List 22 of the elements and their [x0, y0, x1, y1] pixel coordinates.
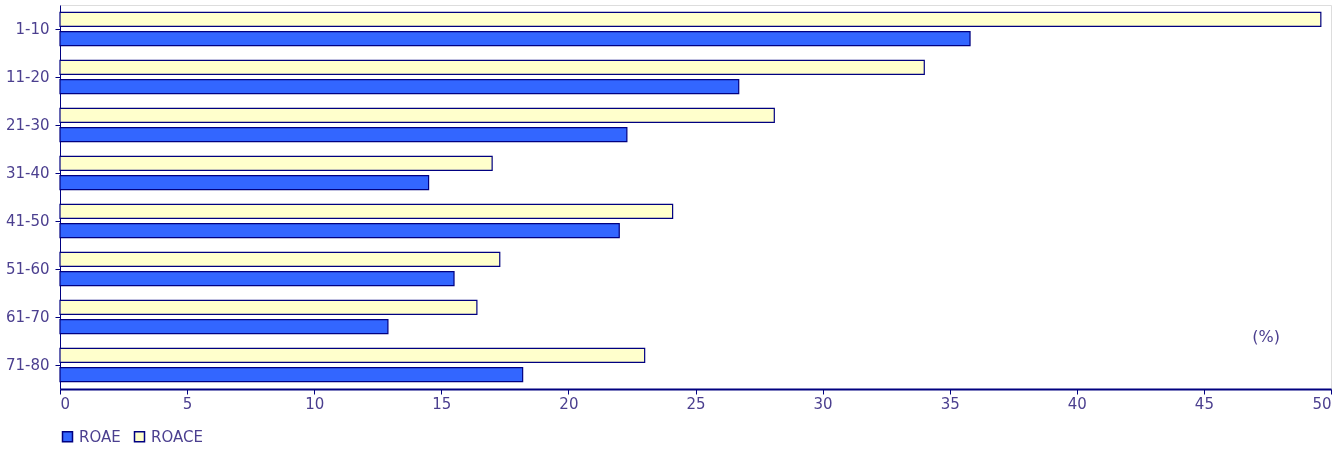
y-tick-label: 11-20	[5, 68, 50, 86]
x-tick-label: 15	[432, 394, 452, 413]
y-tick-label: 21-30	[5, 116, 50, 134]
legend-label: ROAE	[79, 427, 121, 446]
x-tick-label: 45	[1194, 394, 1214, 413]
x-tick-label: 20	[559, 394, 579, 413]
y-tick-label: 1-10	[15, 20, 50, 38]
y-tick-label: 41-50	[5, 212, 50, 230]
annotation: (%)	[1252, 327, 1280, 346]
x-tick-label: 40	[1067, 394, 1087, 413]
y-tick-label: 61-70	[5, 308, 50, 326]
y-tick-label: 51-60	[5, 260, 50, 278]
x-tick-label: 50	[1312, 394, 1332, 413]
x-tick-label: 25	[686, 394, 706, 413]
y-tick-label: 71-80	[5, 356, 50, 374]
x-tick-label: 0	[60, 394, 71, 413]
x-tick-label: 10	[305, 394, 325, 413]
y-tick-label: 31-40	[5, 164, 50, 182]
legend-label: ROACE	[151, 427, 203, 446]
x-tick-label: 5	[182, 394, 193, 413]
x-tick-label: 35	[940, 394, 960, 413]
x-tick-label: 30	[813, 394, 833, 413]
